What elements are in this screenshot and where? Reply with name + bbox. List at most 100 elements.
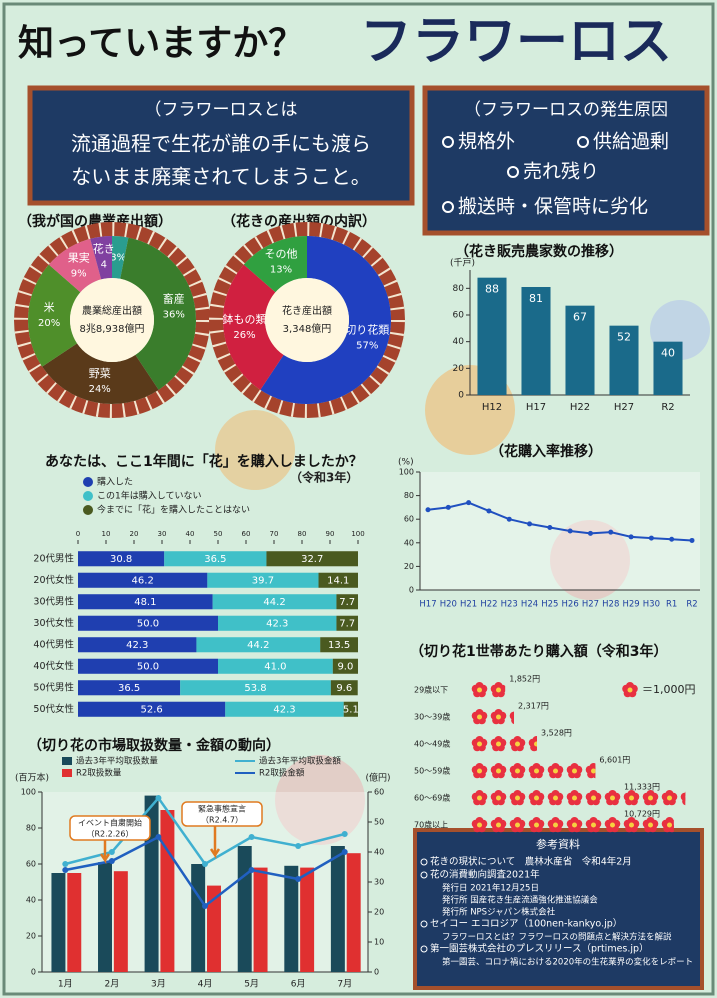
slice-value: 57% — [356, 340, 378, 351]
segment-label: 7.7 — [339, 597, 355, 608]
y2-tick-label: 50 — [374, 818, 384, 827]
segment-label: 42.3 — [273, 704, 295, 715]
point — [486, 508, 491, 513]
x-tick-label: 80 — [298, 530, 307, 538]
point — [426, 507, 431, 512]
legend-swatch — [83, 505, 93, 515]
value-label: 3,528円 — [541, 729, 572, 738]
segment-label: 53.8 — [244, 683, 266, 694]
point — [295, 843, 301, 849]
chart-title: （切り花1世帯あたり購入額（令和3年） — [410, 643, 667, 660]
x-tick-label: 2月 — [104, 979, 119, 990]
point — [690, 538, 695, 543]
slice-value: 13% — [270, 265, 292, 276]
x-tick-label: H26 — [562, 600, 579, 610]
slice-value: 9% — [71, 269, 87, 280]
flower-center — [591, 769, 596, 774]
y-tick-label: 80 — [404, 491, 414, 500]
row-label: 40～49歳 — [414, 739, 450, 749]
flower-center — [515, 742, 520, 747]
y-tick-label: 100 — [399, 468, 414, 477]
slice-label: 切り花類 — [345, 323, 389, 336]
flower-center — [591, 823, 596, 828]
flower-center — [572, 769, 577, 774]
flower-center — [496, 823, 501, 828]
y-unit: (百万本) — [15, 772, 49, 784]
y-tick-label: 20 — [404, 562, 414, 571]
x-tick-label: 50 — [214, 530, 223, 538]
point — [507, 517, 512, 522]
reference-sub: 発行所 NPSジャパン株式会社 — [442, 907, 556, 918]
flower-center — [515, 769, 520, 774]
flower-center — [648, 796, 653, 801]
x-tick-label: 4月 — [198, 979, 213, 990]
title-right: フラワーロス — [360, 12, 672, 72]
slice-label: 野菜 — [89, 367, 111, 380]
point — [249, 834, 255, 840]
x-tick-label: H17 — [419, 600, 436, 610]
point — [202, 903, 208, 909]
row-label: 50代女性 — [33, 703, 74, 715]
x-tick-label: 6月 — [291, 979, 306, 990]
flower-center — [572, 796, 577, 801]
x-tick-label: H17 — [526, 402, 546, 413]
page: 知っていますか？ フラワーロス （フラワーロスとは 流通過程で生花が誰の手にも渡… — [0, 0, 717, 998]
point — [62, 867, 68, 873]
slice-value: 4 — [101, 260, 107, 271]
slice-label: その他 — [264, 248, 297, 261]
pie-center — [265, 278, 349, 362]
segment-label: 44.2 — [247, 640, 269, 651]
center-label: 花き産出額 — [282, 304, 332, 317]
bar — [191, 864, 205, 972]
flower-center — [477, 742, 482, 747]
flower-center — [553, 796, 558, 801]
segment-label: 5.1 — [343, 704, 359, 715]
point — [295, 876, 301, 882]
flower-center — [553, 823, 558, 828]
point — [342, 849, 348, 855]
x-tick-label: 30 — [158, 530, 167, 538]
segment-label: 32.7 — [301, 554, 323, 565]
point — [547, 525, 552, 530]
point — [629, 534, 634, 539]
legend-label: R2取扱数量 — [76, 768, 122, 779]
point — [669, 537, 674, 542]
x-tick-label: H23 — [501, 600, 518, 610]
bar — [238, 846, 252, 972]
bar — [67, 873, 81, 972]
x-tick-label: 10 — [102, 530, 111, 538]
y-unit: (千戸) — [450, 258, 475, 269]
x-tick-label: H22 — [570, 402, 590, 413]
point — [568, 529, 573, 534]
center-label: 3,348億円 — [283, 322, 332, 335]
x-tick-label: H20 — [440, 600, 457, 610]
y2-tick-label: 60 — [374, 788, 384, 797]
segment-label: 14.1 — [327, 575, 349, 586]
bar — [160, 810, 174, 972]
y-tick-label: 0 — [31, 968, 36, 977]
row-label: 40代男性 — [33, 638, 74, 650]
y2-tick-label: 10 — [374, 938, 384, 947]
flower-center — [667, 823, 672, 828]
y-tick-label: 20 — [453, 364, 465, 374]
y-unit: (%) — [398, 458, 414, 468]
bar — [347, 853, 361, 972]
x-tick-label: R2 — [686, 600, 697, 610]
x-tick-label: R1 — [666, 600, 677, 610]
point — [62, 861, 68, 867]
segment-label: 9.0 — [337, 661, 353, 672]
flower-center — [629, 823, 634, 828]
reference-sub: フラワーロスとは？フラワーロスの問題点と解決方法を解説 — [442, 932, 672, 943]
point — [342, 831, 348, 837]
point — [155, 795, 161, 801]
segment-label: 50.0 — [137, 618, 159, 629]
flower-center — [667, 796, 672, 801]
x-tick-label: H12 — [482, 402, 502, 413]
x-tick-label: H25 — [541, 600, 558, 610]
center-label: 農業総産出額 — [82, 304, 142, 317]
bar — [331, 846, 345, 972]
segment-label: 36.5 — [204, 554, 226, 565]
y-tick-label: 40 — [26, 896, 36, 905]
cause-item: 売れ残り — [523, 161, 599, 183]
row-label: 20代男性 — [33, 552, 74, 564]
